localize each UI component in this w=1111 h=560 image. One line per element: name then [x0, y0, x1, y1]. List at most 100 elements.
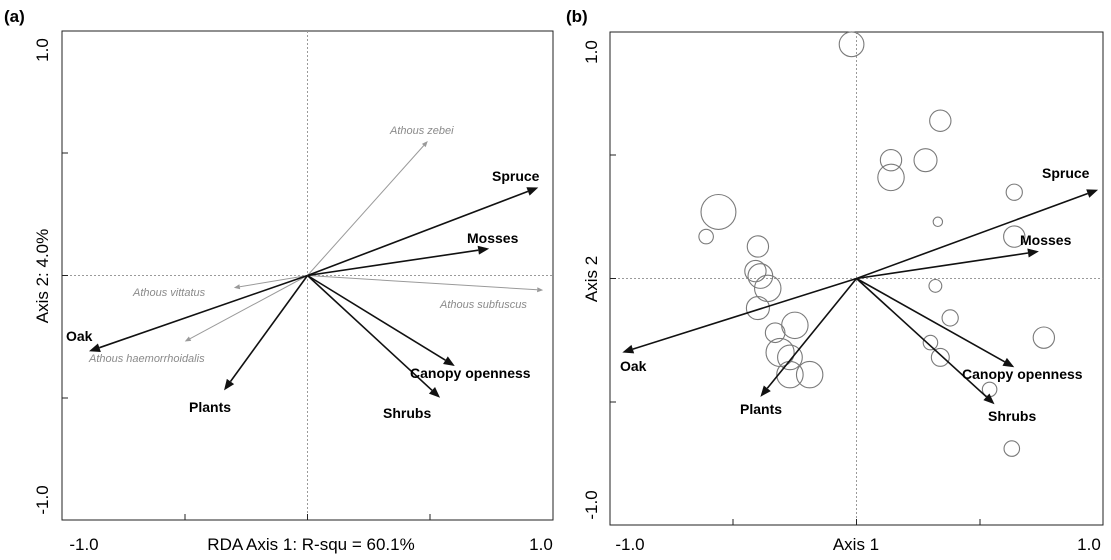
species-arrow-athous-haemorrhoidalis-head — [184, 336, 192, 342]
panel-a-env-label-spruce: Spruce — [492, 168, 540, 184]
env-arrow-spruce-head — [526, 187, 539, 196]
env-arrow-shrubs-head — [428, 386, 441, 398]
panel-b-xtick-label-min: -1.0 — [615, 535, 644, 554]
env-arrow-mosses-shaft — [307, 249, 479, 277]
site-point — [1003, 440, 1021, 457]
site-point — [930, 347, 950, 367]
panel-b-env-label-spruce: Spruce — [1042, 165, 1090, 181]
panel-b-env-label-canopy-openness: Canopy openness — [962, 366, 1083, 382]
env-arrow-plants-shaft — [229, 275, 309, 382]
site-point — [746, 235, 770, 258]
panel-b: (b) -1.0 1.0 -1.0 1.0 Axis 1 Axis 2 — [566, 7, 1104, 554]
site-point — [777, 344, 803, 371]
env-arrow-plants — [760, 277, 858, 397]
panel-b-env-label-plants: Plants — [740, 401, 782, 417]
site-point — [913, 148, 938, 173]
panel-a-ytick-label-max: 1.0 — [33, 38, 52, 62]
site-point — [764, 322, 786, 344]
env-arrow-shrubs-shaft — [855, 277, 987, 398]
site-point — [1032, 326, 1056, 349]
site-point — [922, 334, 939, 351]
panel-a-env-label-oak: Oak — [66, 328, 93, 344]
species-arrow-athous-haemorrhoidalis — [184, 275, 308, 342]
panel-a-y-axis-title: Axis 2: 4.0% — [33, 229, 52, 324]
site-point — [879, 148, 903, 172]
site-point — [698, 228, 714, 245]
panel-a: (a) -1.0 1.0 -1.0 1.0 RDA Axis 1: R-squ … — [4, 7, 554, 554]
panel-a-species-vectors — [184, 141, 544, 342]
panel-b-label: (b) — [566, 7, 588, 26]
species-arrow-athous-vittatus — [233, 275, 308, 290]
env-arrow-canopy-openness-shaft — [307, 274, 446, 361]
species-arrow-athous-subfuscus — [307, 275, 544, 293]
env-arrow-shrubs-shaft — [306, 274, 433, 391]
species-arrow-athous-zebei — [307, 141, 428, 276]
panel-b-env-label-mosses: Mosses — [1020, 232, 1072, 248]
panel-a-species-label-athous-zebei: Athous zebei — [389, 125, 454, 137]
panel-a-label: (a) — [4, 7, 25, 26]
env-arrow-shrubs — [855, 277, 995, 405]
env-arrow-mosses — [856, 248, 1039, 280]
site-point — [941, 309, 959, 327]
panel-a-env-vectors — [89, 187, 539, 398]
site-point — [747, 263, 774, 289]
env-arrow-shrubs — [306, 274, 441, 398]
site-point — [929, 109, 952, 132]
site-point — [928, 278, 943, 293]
panel-b-site-points — [698, 31, 1056, 457]
env-arrow-oak — [622, 277, 857, 354]
env-arrow-mosses-head — [477, 245, 490, 255]
site-point — [745, 296, 770, 321]
env-arrow-shrubs-head — [983, 393, 995, 405]
env-arrow-plants — [224, 275, 309, 391]
env-arrow-oak-head — [622, 344, 635, 354]
panel-a-env-label-shrubs: Shrubs — [383, 405, 431, 421]
panel-b-y-axis-title: Axis 2 — [582, 256, 601, 302]
panel-a-ytick-label-min: -1.0 — [33, 485, 52, 514]
species-arrow-athous-vittatus-head — [233, 284, 241, 290]
site-point — [765, 337, 795, 368]
site-point — [932, 216, 944, 228]
species-arrow-athous-zebei-shaft — [307, 145, 425, 276]
site-point — [1005, 183, 1023, 201]
panel-a-species-label-athous-subfuscus: Athous subfuscus — [439, 299, 527, 311]
env-arrow-spruce-head — [1086, 189, 1099, 198]
site-point — [781, 311, 809, 340]
env-arrow-canopy-openness — [856, 277, 1015, 368]
env-arrow-oak-shaft — [99, 274, 308, 349]
env-arrow-mosses — [307, 245, 490, 277]
env-arrow-oak-shaft — [632, 277, 857, 350]
panel-a-species-label-athous-vittatus: Athous vittatus — [132, 287, 206, 299]
species-arrow-athous-zebei-head — [421, 141, 428, 148]
site-point — [700, 193, 737, 230]
env-arrow-oak-head — [89, 343, 101, 352]
panel-a-env-label-plants: Plants — [189, 399, 231, 415]
panel-b-ytick-label-min: -1.0 — [582, 490, 601, 519]
panel-a-env-label-mosses: Mosses — [467, 230, 519, 246]
site-point — [1003, 225, 1026, 248]
env-arrow-spruce — [856, 189, 1099, 280]
panel-b-env-vectors — [622, 189, 1099, 405]
species-arrow-athous-subfuscus-shaft — [307, 275, 538, 291]
env-arrow-plants-head — [760, 385, 771, 397]
panel-b-env-label-shrubs: Shrubs — [988, 408, 1036, 424]
site-point — [877, 163, 905, 192]
env-arrow-spruce — [307, 187, 539, 277]
env-arrow-mosses-shaft — [856, 252, 1029, 280]
site-point — [776, 360, 804, 389]
env-arrow-plants-head — [224, 378, 235, 391]
site-point — [744, 259, 767, 283]
env-arrow-canopy-openness-head — [443, 356, 455, 366]
site-point — [795, 360, 824, 389]
env-arrow-spruce-shaft — [307, 190, 529, 277]
env-arrow-mosses-head — [1027, 248, 1039, 258]
env-arrow-canopy-openness — [307, 274, 455, 366]
panel-a-env-label-canopy-openness: Canopy openness — [410, 365, 531, 381]
site-point — [838, 31, 865, 58]
panel-b-env-label-oak: Oak — [620, 358, 647, 374]
panel-a-species-label-athous-haemorrhoidalis: Athous haemorrhoidalis — [88, 353, 205, 365]
panel-a-xtick-label-min: -1.0 — [69, 535, 98, 554]
panel-a-x-axis-title: RDA Axis 1: R-squ = 60.1% — [207, 535, 414, 554]
